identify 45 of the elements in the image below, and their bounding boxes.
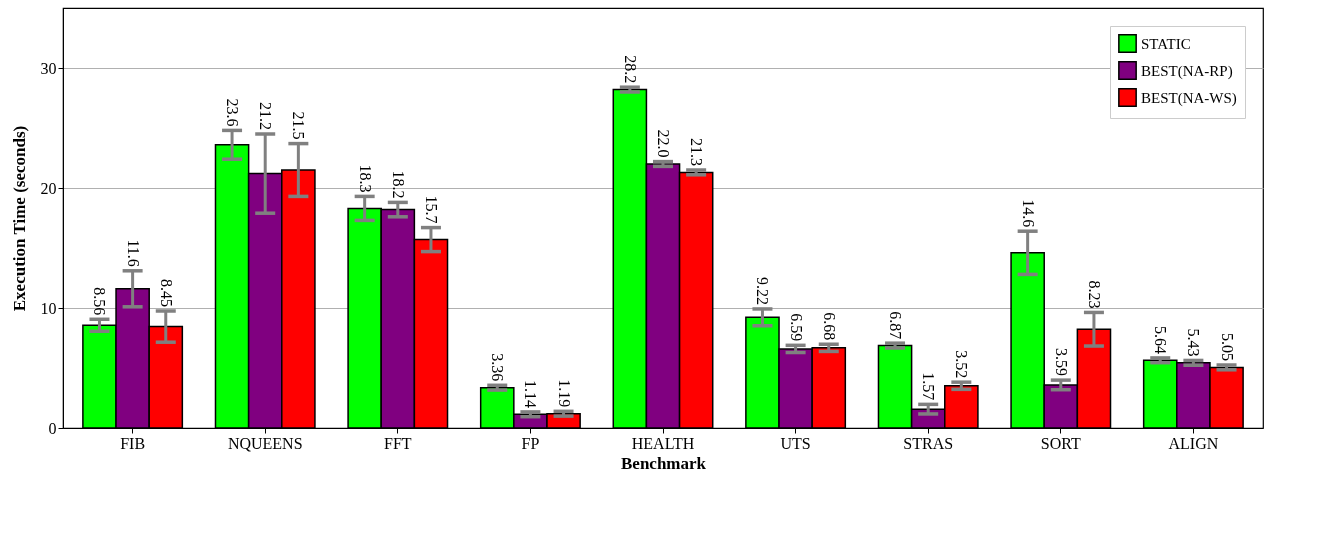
data-label: 5.43 [1185,328,1203,357]
x-tick-label: FFT [384,434,412,452]
data-label: 18.3 [356,164,374,193]
y-tick-label: 10 [40,299,57,317]
legend-label: BEST(NA-WS) [1141,89,1237,107]
data-label: 21.5 [290,111,308,140]
data-label: 9.22 [754,276,772,305]
data-label: 8.56 [91,287,109,316]
data-label: 8.23 [1085,280,1103,309]
legend-label: STATIC [1141,35,1191,52]
x-tick-label: HEALTH [631,434,695,452]
x-tick-label: NQUEENS [227,434,303,452]
data-label: 18.2 [389,170,407,199]
y-tick-label: 30 [40,59,57,77]
y-tick-label: 20 [40,179,57,197]
data-label: 11.6 [124,239,142,267]
data-label: 21.3 [688,138,706,166]
data-label: 15.7 [422,195,440,224]
data-label: 5.64 [1152,325,1170,354]
x-tick-label: STRAS [903,434,954,452]
y-tick-label: 0 [48,419,57,437]
x-tick-label: FIB [120,434,146,452]
data-label: 3.59 [1052,348,1070,377]
data-label: 6.68 [820,312,838,341]
data-label: 6.87 [887,311,905,340]
data-label: 1.19 [555,379,573,408]
data-label: 3.36 [489,353,507,382]
data-label: 14.6 [1019,199,1037,228]
data-label: 21.2 [257,102,275,130]
x-tick-label: UTS [780,434,811,452]
x-tick-label: SORT [1040,434,1081,452]
data-label: 8.45 [157,279,175,307]
x-tick-label: ALIGN [1168,434,1219,452]
x-axis-title: Benchmark [621,453,707,473]
data-label: 5.05 [1218,333,1236,361]
data-label: 28.2 [621,55,639,84]
data-label: 22.0 [655,129,672,158]
data-label: 3.52 [953,350,971,379]
data-label: 1.14 [522,379,540,408]
y-axis-title: Execution Time (seconds) [9,125,29,312]
data-label: 6.59 [787,313,805,342]
data-label: 1.57 [920,372,938,401]
x-tick-label: FP [521,434,540,452]
data-label: 23.6 [224,98,242,127]
legend-label: BEST(NA-RP) [1141,62,1233,80]
